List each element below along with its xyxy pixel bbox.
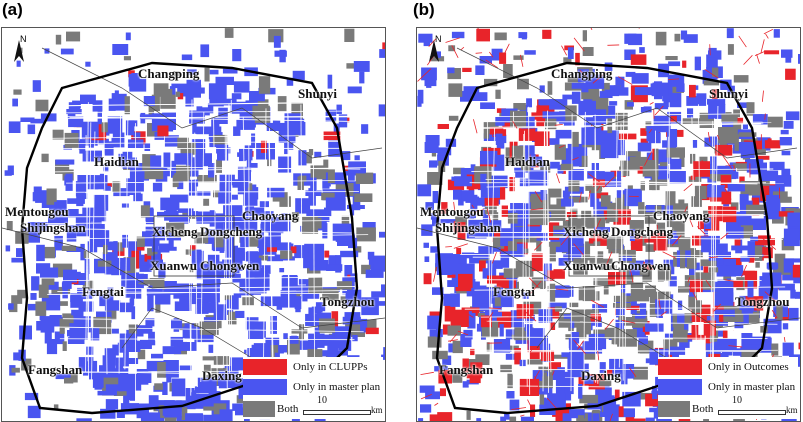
place-label-xuanwu: Xuanwu (563, 258, 610, 273)
place-label-dongcheng: Dongcheng (200, 224, 263, 239)
place-label-xuanwu: Xuanwu (150, 258, 197, 273)
place-label-fangshan: Fangshan (28, 362, 83, 377)
place-label-fangshan: Fangshan (439, 362, 494, 377)
place-label-shijingshan: Shijingshan (20, 220, 86, 235)
panel-b-tag: (b) (413, 0, 435, 19)
legend-item: Only in master plan (243, 377, 383, 397)
map-panel-b: N Changping Shunyi Haidian Mentougou Shi… (416, 27, 801, 422)
place-label-daxing: Daxing (202, 368, 242, 383)
legend-item: Only in Outcomes (658, 357, 798, 377)
scale-bar (718, 410, 786, 415)
place-label-fengtai: Fengtai (493, 284, 535, 299)
land-use-map-a (2, 28, 385, 421)
legend-item: Only in master plan (658, 377, 798, 397)
place-label-xicheng: Xicheng (152, 224, 198, 239)
legend-swatch (243, 401, 275, 417)
place-label-shunyi: Shunyi (709, 86, 749, 101)
scale-bar-value: 10 (732, 395, 742, 406)
legend-label: Both (692, 403, 714, 415)
legend-a: Only in CLUPPs Only in master plan Both … (243, 357, 383, 419)
place-label-chaoyang: Chaoyang (242, 208, 299, 223)
scale-bar (303, 410, 371, 415)
place-label-fengtai: Fengtai (82, 284, 124, 299)
panel-a-tag: (a) (2, 0, 23, 19)
place-label-shunyi: Shunyi (298, 86, 338, 101)
legend-swatch (658, 379, 702, 395)
legend-label: Only in master plan (293, 381, 381, 393)
place-label-mentougou: Mentougou (420, 204, 484, 219)
place-label-chongwen: Chongwen (200, 258, 260, 273)
north-label: N (435, 34, 442, 44)
place-label-dongcheng: Dongcheng (611, 224, 674, 239)
place-label-tongzhou: Tongzhou (735, 294, 790, 309)
map-panel-a: N Changping Shunyi Haidian Mentougou Shi… (1, 27, 386, 422)
scale-bar-value: 10 (317, 395, 327, 406)
place-label-tongzhou: Tongzhou (320, 294, 375, 309)
legend-swatch (658, 359, 702, 375)
place-label-xicheng: Xicheng (563, 224, 609, 239)
legend-label: Both (277, 403, 299, 415)
legend-label: Only in CLUPPs (293, 361, 368, 373)
legend-item-with-scale: Both 10 km (658, 395, 798, 419)
legend-swatch (243, 379, 287, 395)
legend-label: Only in Outcomes (708, 361, 789, 373)
place-label-changping: Changping (551, 66, 613, 81)
legend-b: Only in Outcomes Only in master plan Bot… (658, 357, 798, 419)
legend-item: Only in CLUPPs (243, 357, 383, 377)
place-label-chaoyang: Chaoyang (653, 208, 710, 223)
place-label-mentougou: Mentougou (5, 204, 69, 219)
scale-bar-unit: km (371, 405, 383, 415)
place-label-daxing: Daxing (581, 368, 621, 383)
place-label-chongwen: Chongwen (611, 258, 671, 273)
legend-swatch (658, 401, 690, 417)
north-arrow-icon: N (425, 34, 443, 66)
legend-swatch (243, 359, 287, 375)
scale-bar-unit: km (786, 405, 798, 415)
legend-item-with-scale: Both 10 km (243, 395, 383, 419)
place-label-haidian: Haidian (94, 154, 139, 169)
place-label-changping: Changping (138, 66, 200, 81)
place-label-shijingshan: Shijingshan (435, 220, 501, 235)
place-label-haidian: Haidian (505, 154, 550, 169)
north-arrow-icon: N (10, 34, 28, 66)
legend-label: Only in master plan (708, 381, 796, 393)
north-label: N (20, 34, 27, 44)
